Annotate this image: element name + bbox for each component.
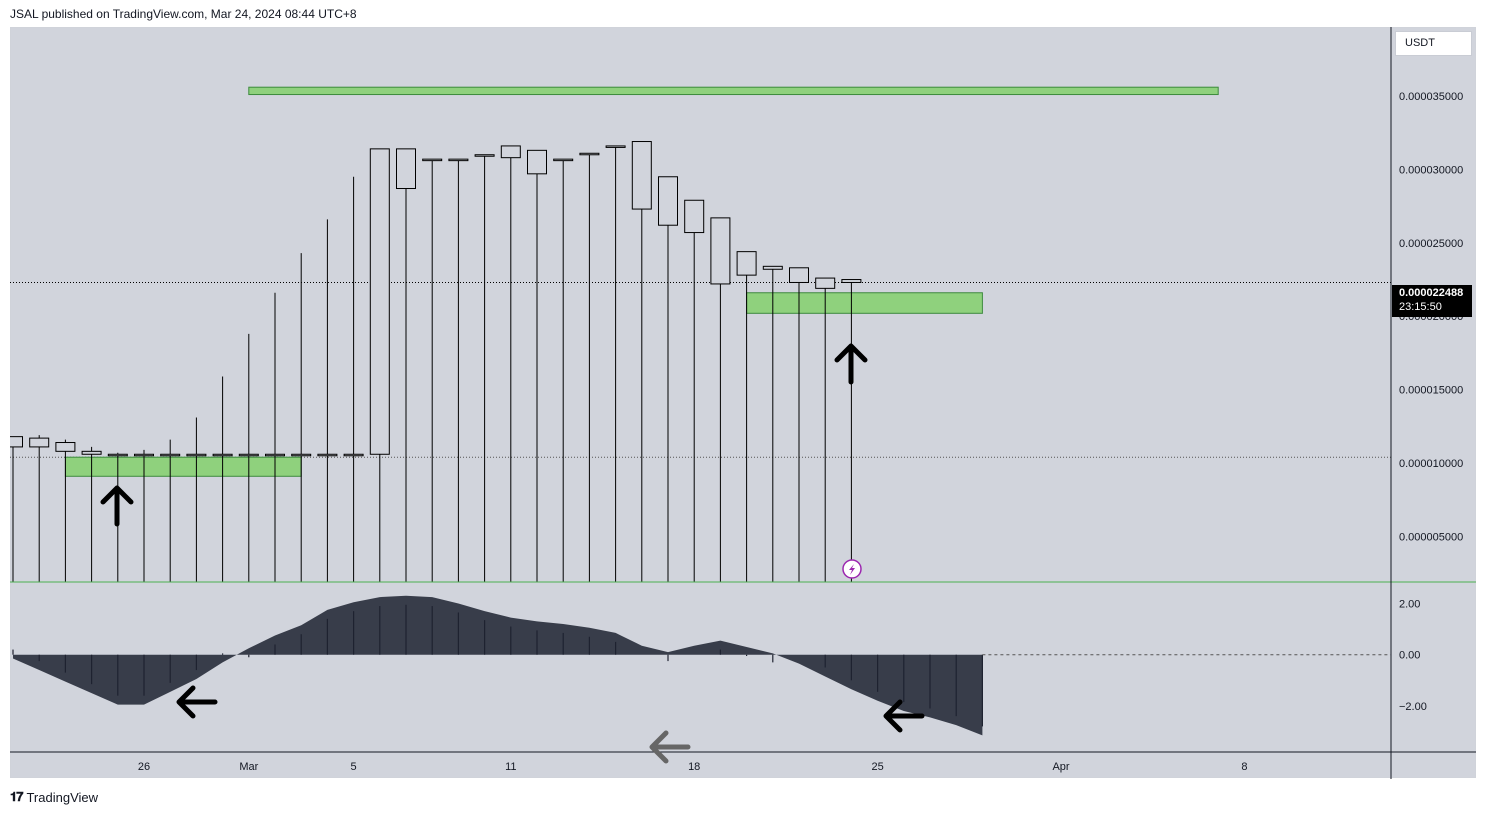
- price-tick-label: 0.000010000: [1399, 458, 1463, 470]
- price-tick-label: 0.000015000: [1399, 385, 1463, 397]
- time-tick-label: 11: [505, 761, 516, 773]
- candle-body: [684, 199, 705, 234]
- last-price-value: 0.000022488: [1399, 287, 1464, 299]
- candle-body: [422, 158, 443, 162]
- candle-body: [841, 279, 862, 283]
- time-tick-label: 26: [138, 761, 150, 773]
- zone-box-1: [746, 292, 983, 314]
- candle-body: [736, 251, 757, 276]
- macd-tick-label: −2.00: [1399, 701, 1427, 713]
- candle-body: [291, 453, 312, 457]
- candle-body: [369, 148, 390, 455]
- currency-selector[interactable]: USDT: [1395, 31, 1472, 56]
- candle-body: [238, 453, 259, 457]
- candle-body: [81, 450, 102, 455]
- footer-brand[interactable]: 𝟏𝟕 TradingView: [10, 789, 98, 805]
- candle-body: [317, 453, 338, 457]
- arrow-left-icon: [176, 685, 218, 719]
- arrow-up-icon: [100, 485, 134, 527]
- candle-body: [500, 145, 521, 159]
- lightning-event-icon: [842, 559, 862, 579]
- candle-body: [134, 453, 154, 457]
- candle-body: [107, 453, 128, 457]
- candle-body: [29, 437, 50, 448]
- brand-name: TradingView: [26, 789, 99, 805]
- candle-body: [160, 453, 181, 457]
- arrow-up-icon: [834, 343, 868, 385]
- candle-body: [762, 265, 783, 270]
- candle-body: [605, 145, 626, 148]
- time-tick-label: 5: [351, 761, 357, 773]
- bar-countdown: 23:15:50: [1399, 301, 1442, 313]
- arrow-left-icon: [883, 699, 925, 733]
- candle-body: [186, 453, 207, 457]
- time-tick-label: 18: [688, 761, 700, 773]
- candle-body: [579, 152, 600, 156]
- tradingview-logo-icon: 𝟏𝟕: [10, 789, 24, 804]
- candle-body: [212, 453, 233, 457]
- chart-canvas[interactable]: 0.000035000 0.000030000 0.000025000 0.00002…: [10, 27, 1476, 779]
- time-tick-label: 8: [1241, 761, 1247, 773]
- candle-body: [553, 158, 574, 162]
- time-tick-label: 25: [871, 761, 883, 773]
- price-tick-label: 0.000025000: [1399, 238, 1463, 250]
- macd-area: [13, 595, 983, 736]
- candle-body: [55, 442, 76, 452]
- candle-body: [658, 176, 678, 226]
- time-tick-label: Apr: [1052, 761, 1069, 773]
- candle-body: [343, 453, 364, 457]
- macd-tick-label: 0.00: [1399, 650, 1420, 662]
- zone-box-0: [248, 86, 1219, 96]
- macd-tick-label: 2.00: [1399, 598, 1420, 610]
- price-tick-label: 0.000030000: [1399, 164, 1463, 176]
- candle-body: [815, 277, 836, 289]
- last-price-label: 0.000022488 23:15:50: [1392, 285, 1472, 317]
- candle-body: [527, 149, 547, 175]
- candle-body: [789, 267, 809, 283]
- candle-body: [474, 154, 495, 157]
- candle-body: [631, 141, 652, 210]
- candle-body: [448, 158, 469, 162]
- candle-body: [265, 453, 285, 457]
- candle-body: [10, 436, 23, 448]
- zone-box-2: [64, 456, 302, 477]
- publisher-line: JSAL published on TradingView.com, Mar 2…: [10, 7, 357, 21]
- price-tick-label: 0.000035000: [1399, 91, 1463, 103]
- candle-body: [710, 217, 731, 285]
- time-tick-label: Mar: [239, 761, 258, 773]
- price-tick-label: 0.000005000: [1399, 531, 1463, 543]
- arrow-left-icon: [649, 730, 691, 764]
- candle-body: [396, 148, 416, 190]
